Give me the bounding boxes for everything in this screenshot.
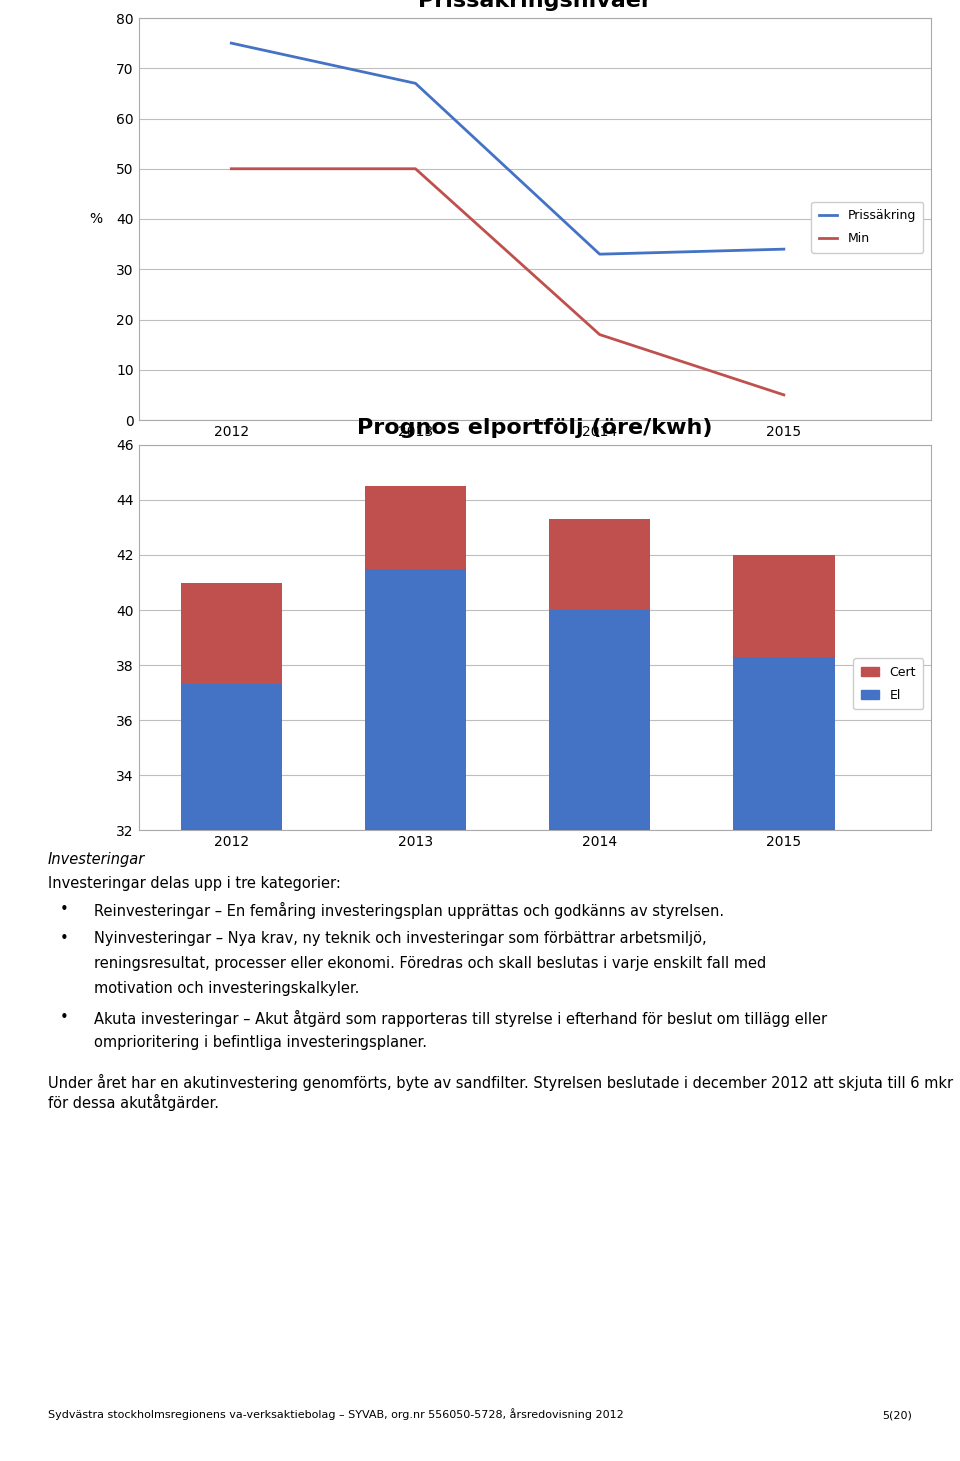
- Text: •: •: [60, 901, 68, 918]
- Bar: [365, 487, 467, 568]
- Bar: [180, 684, 282, 830]
- Legend: Cert, El: Cert, El: [853, 659, 924, 709]
- Bar: [733, 657, 834, 830]
- Title: Prognos elportfölj (öre/kwh): Prognos elportfölj (öre/kwh): [357, 418, 713, 438]
- Legend: Prissäkring, Min: Prissäkring, Min: [811, 202, 924, 253]
- Text: Sydvästra stockholmsregionens va-verksaktiebolag – SYVAB, org.nr 556050-5728, år: Sydvästra stockholmsregionens va-verksak…: [48, 1408, 624, 1420]
- Text: Nyinvesteringar – Nya krav, ny teknik och investeringar som förbättrar arbetsmil: Nyinvesteringar – Nya krav, ny teknik oc…: [94, 931, 707, 945]
- Text: •: •: [60, 1010, 68, 1024]
- Text: Under året har en akutinvestering genomförts, byte av sandfilter. Styrelsen besl: Under året har en akutinvestering genomf…: [48, 1074, 953, 1110]
- Bar: [549, 611, 650, 830]
- Text: Akuta investeringar – Akut åtgärd som rapporteras till styrelse i efterhand för : Akuta investeringar – Akut åtgärd som ra…: [94, 1010, 828, 1027]
- Text: 5(20): 5(20): [882, 1410, 912, 1420]
- Bar: [733, 555, 834, 657]
- Text: •: •: [60, 931, 68, 945]
- Text: motivation och investeringskalkyler.: motivation och investeringskalkyler.: [94, 980, 359, 996]
- Text: reningsresultat, processer eller ekonomi. Föredras och skall beslutas i varje en: reningsresultat, processer eller ekonomi…: [94, 955, 766, 970]
- Text: %: %: [89, 212, 103, 226]
- Text: Reinvesteringar – En femåring investeringsplan upprättas och godkänns av styrels: Reinvesteringar – En femåring investerin…: [94, 901, 724, 919]
- Text: Investeringar: Investeringar: [48, 852, 145, 866]
- Bar: [549, 519, 650, 611]
- Text: Investeringar delas upp i tre kategorier:: Investeringar delas upp i tre kategorier…: [48, 875, 341, 891]
- Text: omprioritering i befintliga investeringsplaner.: omprioritering i befintliga investerings…: [94, 1034, 427, 1049]
- Bar: [365, 568, 467, 830]
- Title: Prissäkringsnivåer: Prissäkringsnivåer: [419, 0, 652, 10]
- Bar: [180, 583, 282, 684]
